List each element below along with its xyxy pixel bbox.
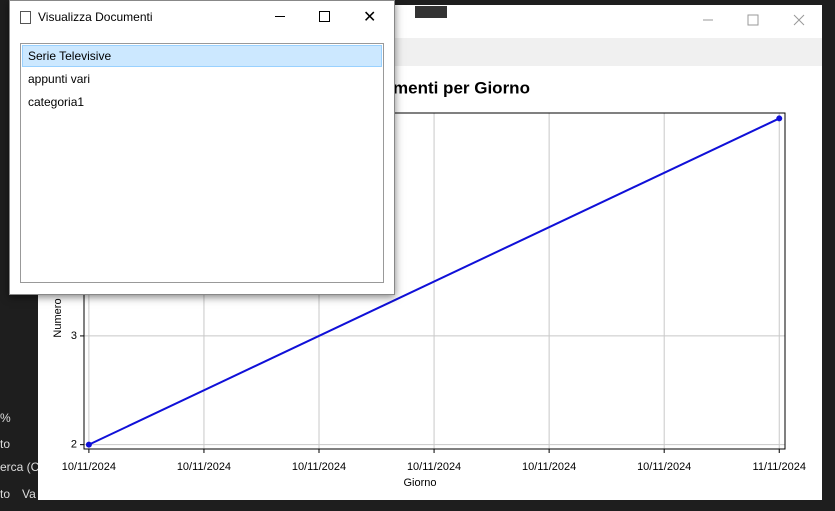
- title-bar: Visualizza Documenti ✕: [10, 1, 394, 33]
- x-tick-label: 10/11/2024: [637, 461, 691, 473]
- x-tick-label: 10/11/2024: [62, 461, 116, 473]
- x-axis-label: Giorno: [403, 477, 436, 489]
- maximize[interactable]: [319, 11, 330, 22]
- maximize[interactable]: [747, 14, 759, 26]
- editor-fragment: to: [0, 437, 11, 451]
- minimize[interactable]: [275, 16, 285, 17]
- front-window: Visualizza Documenti ✕ Serie Televisive a…: [9, 0, 395, 295]
- editor-fragment: %: [0, 411, 11, 425]
- list-item[interactable]: Serie Televisive: [22, 45, 382, 67]
- x-tick-label: 10/11/2024: [522, 461, 576, 473]
- x-tick-label: 11/11/2024: [753, 461, 806, 473]
- y-axis-label: Numero: [52, 298, 64, 337]
- chart-title: menti per Giorno: [393, 78, 530, 97]
- point: [776, 115, 783, 122]
- editor-fragment: to: [0, 487, 11, 501]
- x-tick-label: 10/11/2024: [177, 461, 231, 473]
- handle: [415, 6, 447, 18]
- app-icon: [20, 11, 31, 24]
- point: [85, 441, 92, 448]
- document-list: Serie Televisive appunti vari categoria1: [20, 43, 384, 283]
- y-tick-label: 2: [71, 439, 77, 451]
- editor-fragment: erca (CT: [0, 460, 47, 474]
- close[interactable]: ✕: [363, 9, 377, 26]
- list-item[interactable]: appunti vari: [28, 72, 91, 86]
- close[interactable]: [793, 14, 805, 26]
- list-item[interactable]: categoria1: [28, 95, 85, 109]
- window-title: Visualizza Documenti: [38, 10, 153, 24]
- x-tick-label: 10/11/2024: [292, 461, 346, 473]
- editor-fragment: Va: [22, 487, 36, 501]
- x-tick-label: 10/11/2024: [407, 461, 461, 473]
- line: [88, 117, 780, 446]
- y-tick-label: 3: [71, 330, 77, 342]
